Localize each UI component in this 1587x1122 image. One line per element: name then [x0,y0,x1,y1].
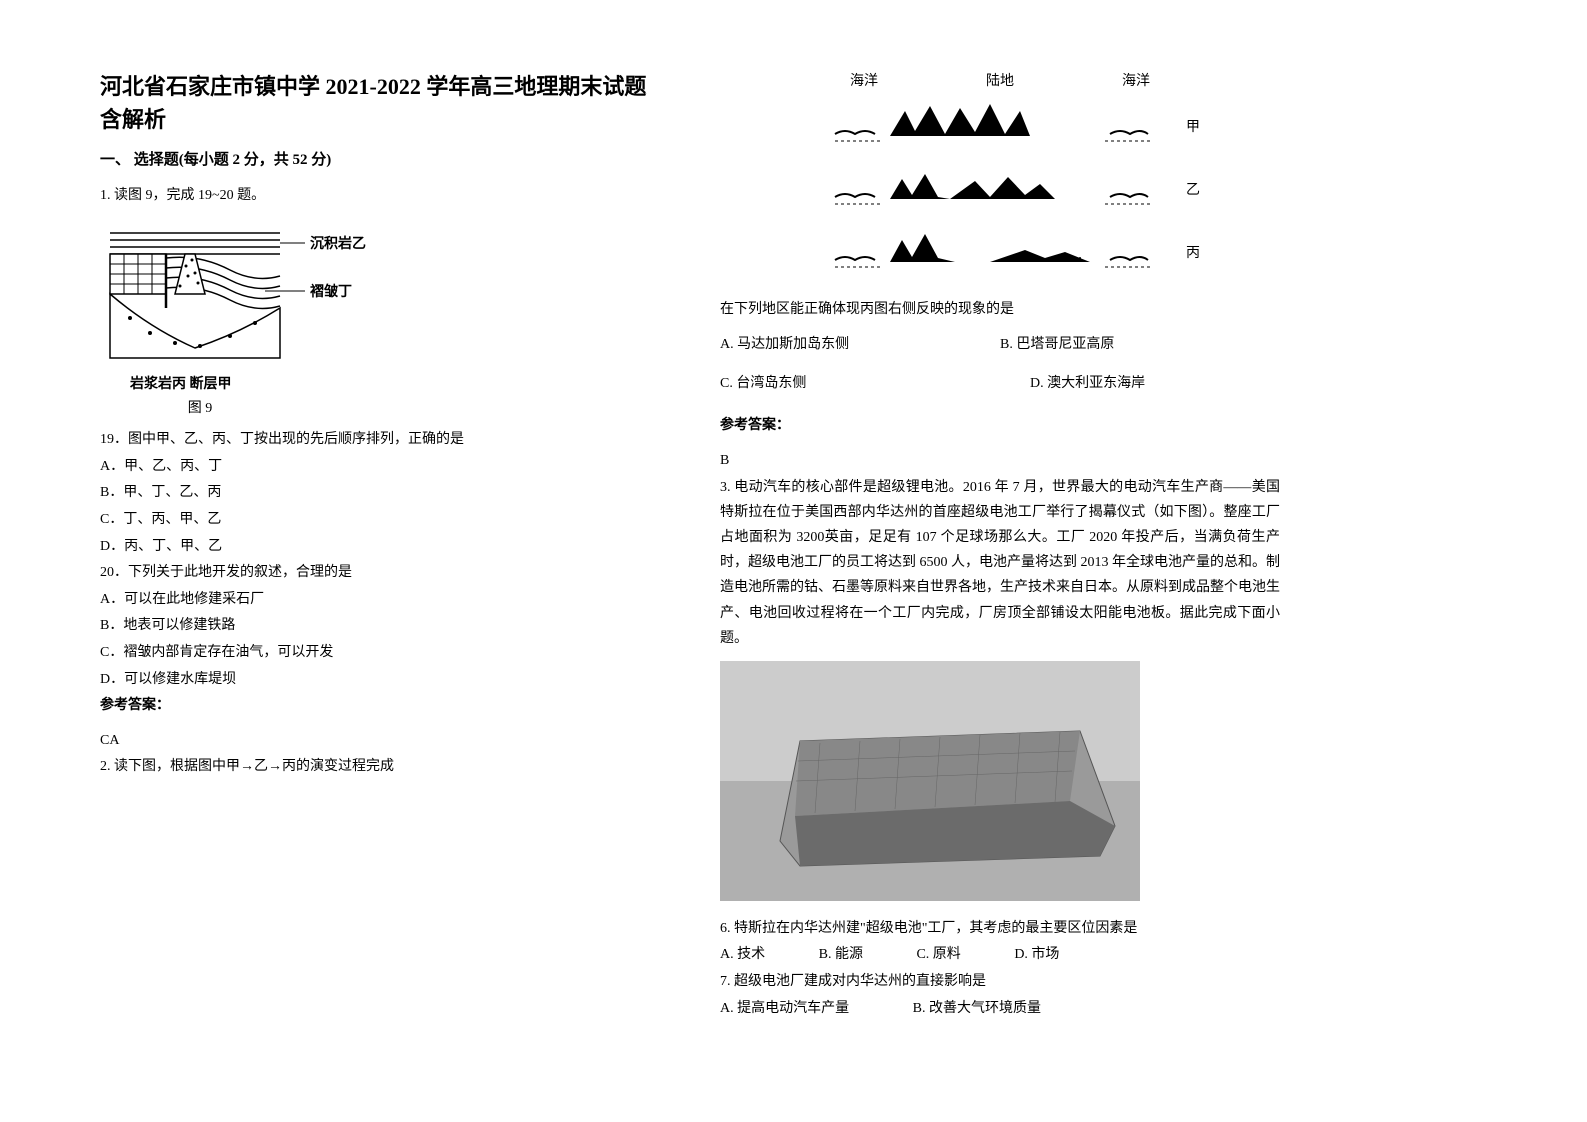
q19-20-answer: CA [100,728,660,755]
label-ocean-right: 海洋 [1122,70,1150,90]
q7-opts: A. 提高电动汽车产量 B. 改善大气环境质量 [720,996,1280,1023]
q2-opt-a: A. 马达加斯加岛东侧 [720,332,1000,359]
q2-opts-row2: C. 台湾岛东侧 D. 澳大利亚东海岸 [720,371,1280,398]
q19-opt-b: B．甲、丁、乙、丙 [100,480,660,507]
q20-opt-c: C．褶皱内部肯定存在油气，可以开发 [100,640,660,667]
q7-opt-b: B. 改善大气环境质量 [913,996,1041,1023]
rock-diagram-svg: 沉积岩乙 褶皱丁 [100,218,380,368]
q2-stem: 在下列地区能正确体现丙图右侧反映的现象的是 [720,297,1280,322]
landscape-row-3: 丙 [830,222,1170,277]
q3-text: 3. 电动汽车的核心部件是超级锂电池。2016 年 7 月，世界最大的电动汽车生… [720,475,1280,651]
q6-stem: 6. 特斯拉在内华达州建"超级电池"工厂，其考虑的最主要区位因素是 [720,916,1280,943]
q19-opt-d: D．丙、丁、甲、乙 [100,534,660,561]
exam-title: 河北省石家庄市镇中学 2021-2022 学年高三地理期末试题含解析 [100,70,660,136]
left-column: 河北省石家庄市镇中学 2021-2022 学年高三地理期末试题含解析 一、 选择… [100,70,660,1022]
rock-bottom-label: 岩浆岩丙 断层甲 [130,373,660,393]
label-ocean-left: 海洋 [850,70,878,90]
q2-answer: B [720,448,1280,475]
label-land: 陆地 [986,70,1014,90]
q2-opt-d: D. 澳大利亚东海岸 [1030,371,1280,398]
landscape-row-2: 乙 [830,159,1170,214]
q7-opt-a: A. 提高电动汽车产量 [720,996,849,1023]
svg-text:褶皱丁: 褶皱丁 [310,283,352,300]
q6-opts: A. 技术 B. 能源 C. 原料 D. 市场 [720,942,1280,969]
q2-opt-b: B. 巴塔哥尼亚高原 [1000,332,1280,359]
q6-opt-d: D. 市场 [1014,942,1059,969]
row-label-3: 丙 [1186,242,1200,262]
q20-opt-a: A．可以在此地修建采石厂 [100,587,660,614]
rock-diagram-container: 沉积岩乙 褶皱丁 [100,218,660,417]
answer-label-1: 参考答案： [100,693,660,720]
row-label-2: 乙 [1186,179,1200,199]
q19-stem: 19．图中甲、乙、丙、丁按出现的先后顺序排列，正确的是 [100,427,660,454]
q2-opts-row1: A. 马达加斯加岛东侧 B. 巴塔哥尼亚高原 [720,332,1280,359]
q6-opt-b: B. 能源 [819,942,863,969]
landscape-row-1: 甲 [830,96,1170,151]
q20-opt-b: B．地表可以修建铁路 [100,613,660,640]
q7-stem: 7. 超级电池厂建成对内华达州的直接影响是 [720,969,1280,996]
q19-opt-a: A．甲、乙、丙、丁 [100,454,660,481]
row-label-1: 甲 [1186,116,1200,136]
q1-intro: 1. 读图 9，完成 19~20 题。 [100,183,660,208]
q20-opt-d: D．可以修建水库堤坝 [100,667,660,694]
q6-opt-c: C. 原料 [916,942,960,969]
q6-opt-a: A. 技术 [720,942,765,969]
sediment-label: 沉积岩乙 [310,235,366,252]
rock-diagram-caption: 图 9 [100,397,300,417]
section-1-header: 一、 选择题(每小题 2 分，共 52 分) [100,148,660,169]
answer-label-2: 参考答案： [720,413,1280,440]
page-container: 河北省石家庄市镇中学 2021-2022 学年高三地理期末试题含解析 一、 选择… [100,70,1487,1022]
factory-image-svg [720,661,1140,901]
landscape-top-labels: 海洋 陆地 海洋 [850,70,1150,90]
q19-opt-c: C．丁、丙、甲、乙 [100,507,660,534]
landscape-diagram: 海洋 陆地 海洋 甲 [830,70,1170,277]
q2-intro: 2. 读下图，根据图中甲→乙→丙的演变过程完成 [100,754,660,779]
right-column: 海洋 陆地 海洋 甲 [720,70,1280,1022]
q2-opt-c: C. 台湾岛东侧 [720,371,970,398]
q20-stem: 20．下列关于此地开发的叙述，合理的是 [100,560,660,587]
